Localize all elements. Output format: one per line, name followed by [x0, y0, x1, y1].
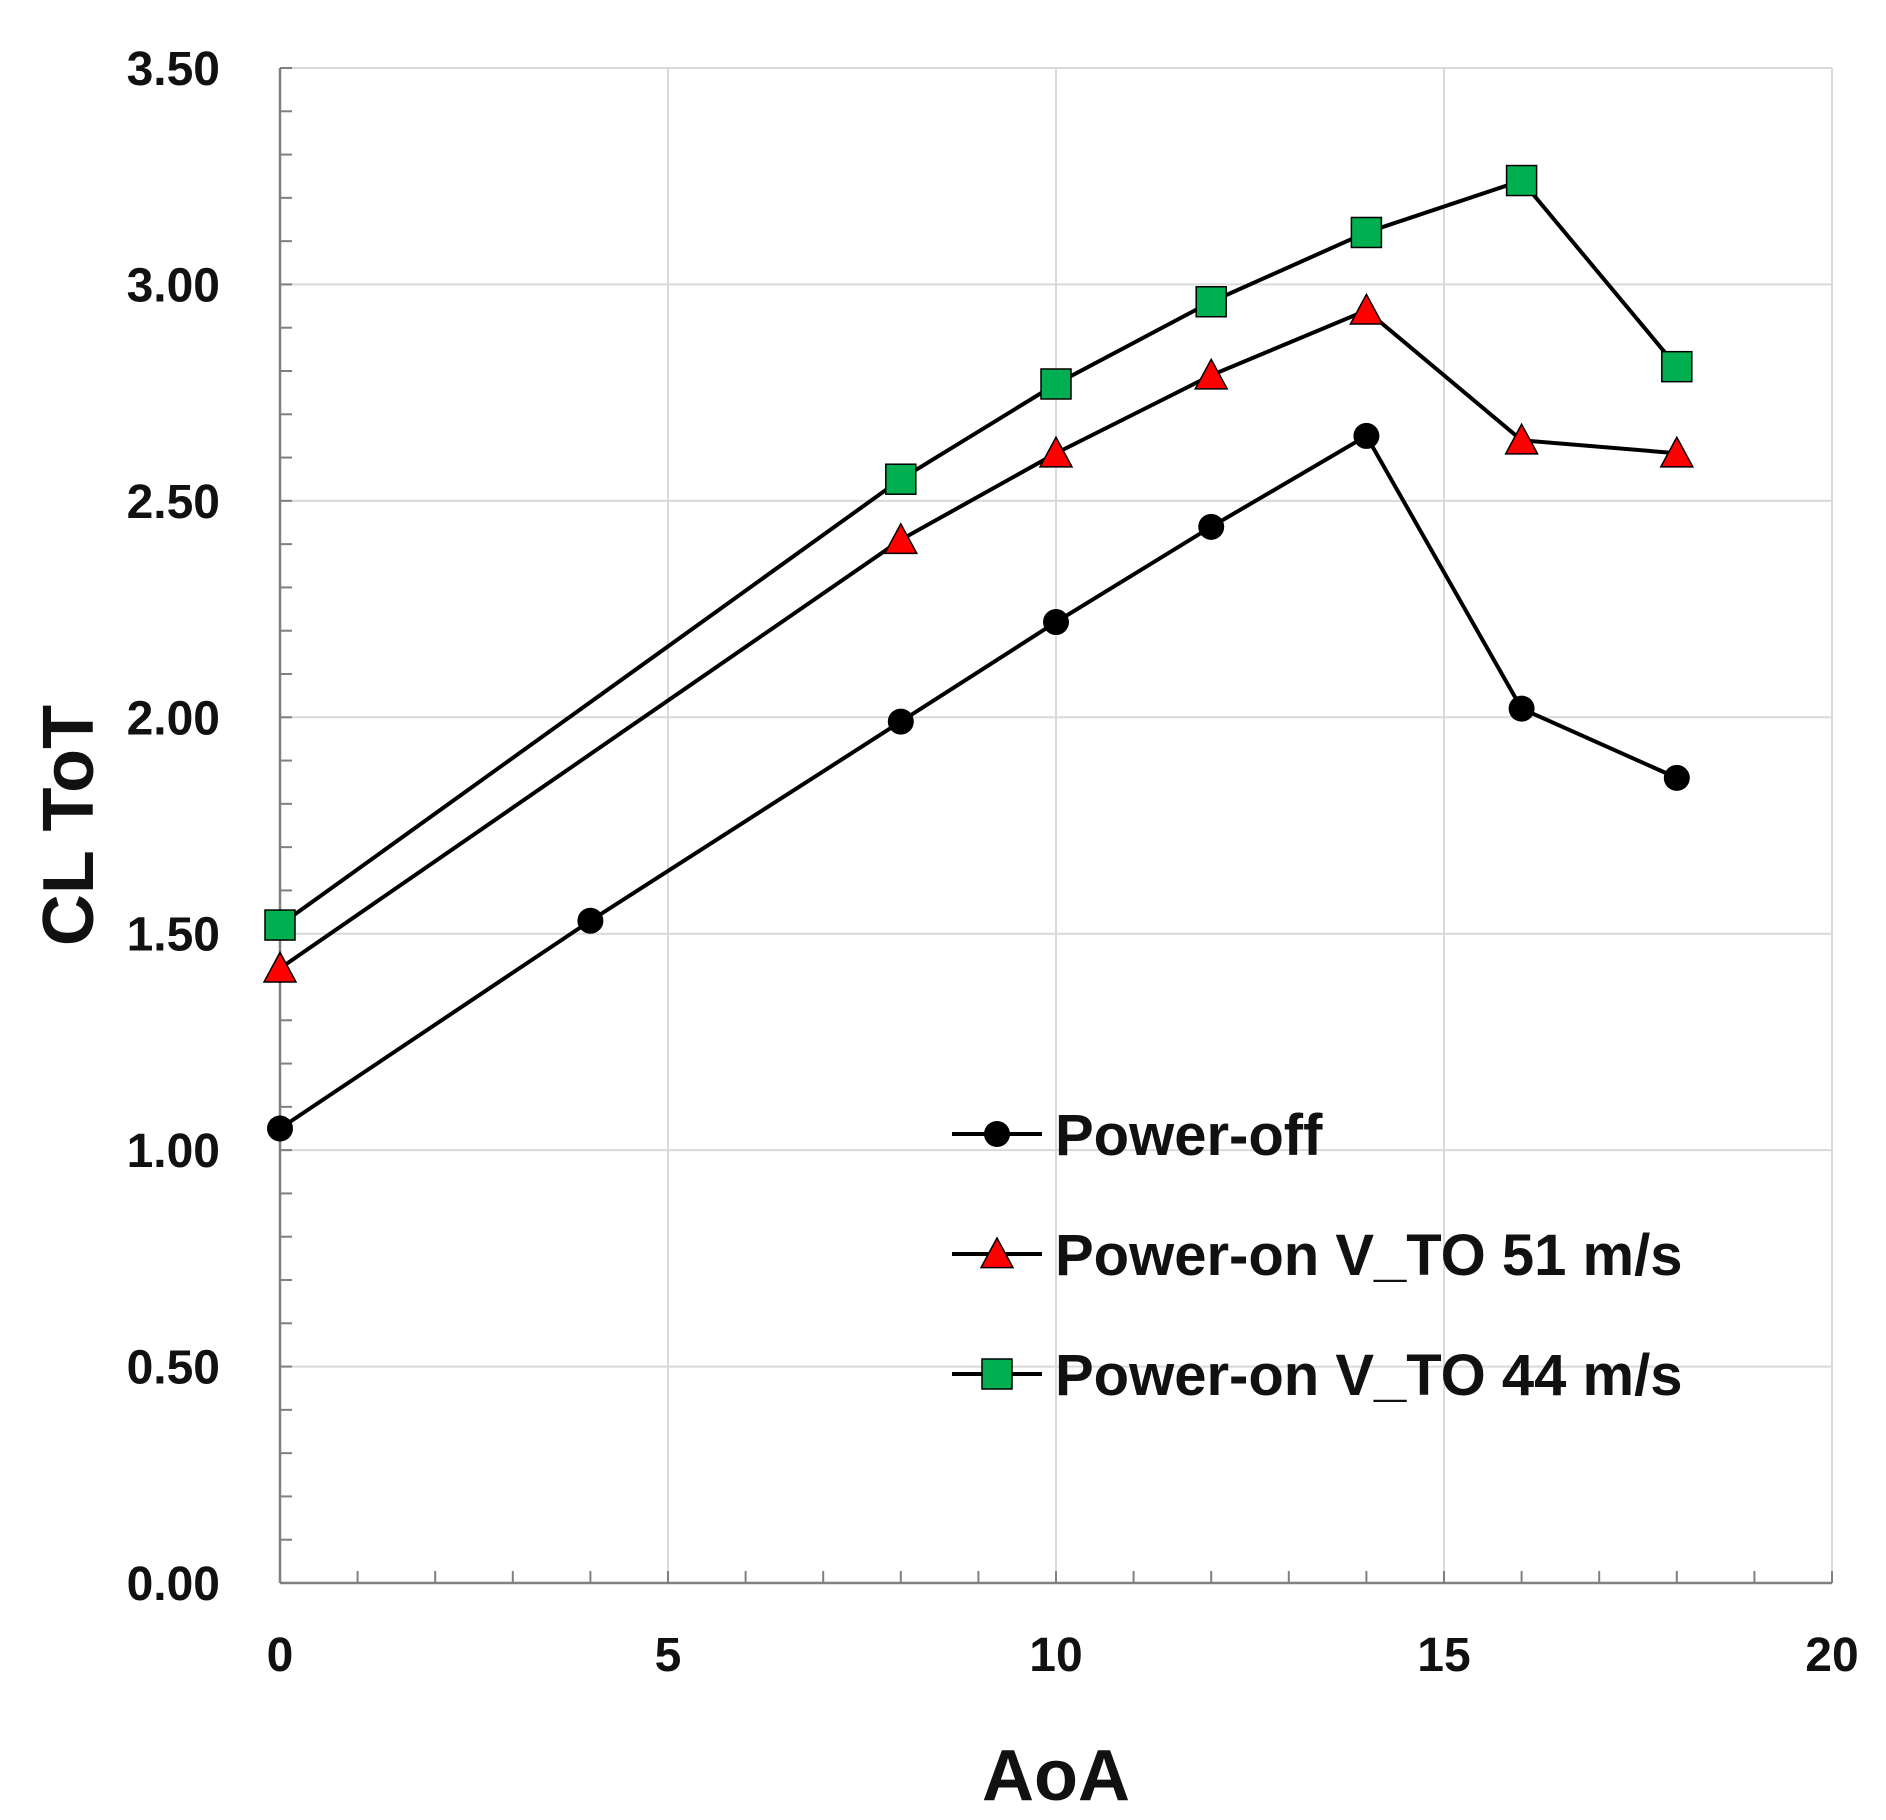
y-axis-title: CL ToT: [29, 705, 109, 946]
data-point-power-on-v-to-51-m-s: [1504, 422, 1539, 455]
x-tick-label: 10: [1029, 1629, 1082, 1682]
data-point-power-off: [577, 907, 604, 934]
data-point-power-on-v-to-44-m-s: [885, 463, 917, 495]
data-point-power-on-v-to-51-m-s: [1659, 435, 1695, 468]
y-tick-label: 0.00: [127, 1558, 220, 1611]
legend-marker-power-on-v-to-51-m-s: [979, 1236, 1015, 1269]
data-point-power-on-v-to-51-m-s: [262, 950, 298, 983]
x-tick-label: 15: [1417, 1629, 1470, 1682]
y-tick-label: 2.50: [127, 476, 220, 529]
data-point-power-on-v-to-51-m-s: [883, 522, 919, 555]
data-point-power-on-v-to-44-m-s: [1195, 285, 1227, 318]
y-tick-label: 3.00: [127, 259, 220, 312]
legend-label-power-on-v-to-44-m-s: Power-on V_TO 44 m/s: [1055, 1343, 1682, 1408]
y-tick-label: 1.50: [127, 909, 220, 962]
series-line-power-off: [278, 433, 1678, 1131]
y-tick-label: 3.50: [127, 43, 220, 96]
data-point-power-off: [887, 708, 914, 735]
data-point-power-off: [1198, 513, 1225, 540]
series-line-power-on-v-to-44-m-s: [278, 178, 1679, 927]
data-point-power-off: [1663, 764, 1690, 791]
x-tick-label: 5: [655, 1629, 682, 1682]
series-line-power-on-v-to-51-m-s: [278, 308, 1677, 970]
data-point-power-on-v-to-51-m-s: [1193, 357, 1229, 390]
legend: Power-off Power-on V_TO 51 m/s Power-on V_…: [952, 1103, 1682, 1408]
y-tick-label: 1.00: [127, 1125, 220, 1178]
legend-label-power-off: Power-off: [1055, 1103, 1323, 1168]
x-tick-label: 20: [1805, 1629, 1858, 1682]
data-point-power-off: [1043, 609, 1069, 636]
x-axis-title: AoA: [982, 1736, 1130, 1816]
data-point-power-on-v-to-44-m-s: [264, 909, 296, 941]
y-tick-label: 0.50: [127, 1342, 220, 1395]
series: [262, 164, 1695, 1142]
data-point-power-off: [1353, 422, 1380, 449]
legend-marker-power-on-v-to-44-m-s: [981, 1358, 1013, 1390]
data-point-power-on-v-to-51-m-s: [1349, 292, 1384, 325]
legend-marker-power-off: [984, 1121, 1010, 1147]
data-point-power-off: [1508, 695, 1535, 722]
data-point-power-on-v-to-44-m-s: [1350, 216, 1383, 249]
data-point-power-off: [267, 1115, 293, 1142]
data-point-power-on-v-to-44-m-s: [1661, 350, 1693, 383]
legend-label-power-on-v-to-51-m-s: Power-on V_TO 51 m/s: [1055, 1223, 1682, 1288]
x-tick-label: 0: [267, 1629, 294, 1682]
data-point-power-on-v-to-44-m-s: [1505, 164, 1538, 197]
data-point-power-on-v-to-44-m-s: [1040, 368, 1072, 400]
data-point-power-on-v-to-51-m-s: [1038, 435, 1074, 468]
axes: 0 5 10 15 20 0.00 0.50 1.00 1.50 2.00 2.50 3.00 3.50: [127, 43, 1859, 1682]
y-tick-label: 2.00: [127, 692, 220, 745]
